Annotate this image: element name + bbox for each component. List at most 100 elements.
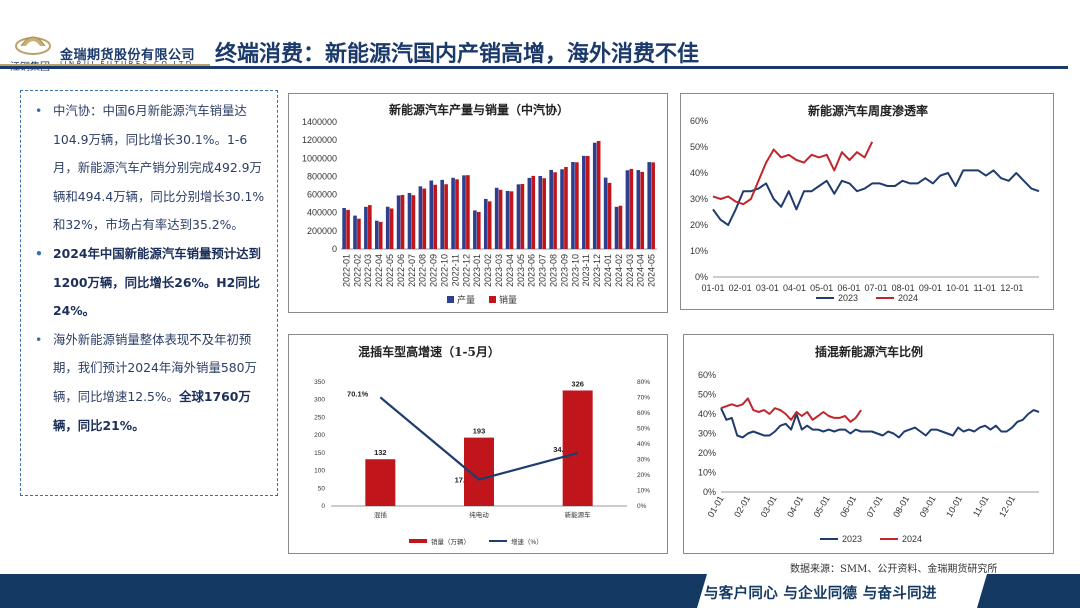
page-title: 终端消费：新能源汽国内产销高增，海外消费不佳 [215, 42, 700, 67]
bar-production [396, 195, 401, 249]
y-tick-label: 50% [698, 390, 716, 400]
x-tick-label: 新能源车 [565, 510, 592, 519]
x-tick-label: 2022-10 [440, 254, 450, 287]
y-tick-label: 200 [314, 432, 325, 439]
chart-title: 混插车型高增速（1-5月） [358, 344, 500, 359]
bullet-item: 海外新能源销量整体表现不及年初预期，我们预计2024年海外销量580万辆，同比增… [31, 326, 269, 440]
legend-swatch [447, 296, 454, 303]
bar-sales [509, 191, 514, 249]
bar-production [592, 142, 597, 249]
bar-data-label: 326 [571, 380, 584, 389]
bar-production [462, 175, 466, 249]
header: 江铜集团 金瑞期货股份有限公司 JINRUI FUTURES CO.LTD 终端… [0, 0, 1080, 73]
bullet-item: 中汽协：中国6月新能源汽车销量达104.9万辆，同比增长30.1%。1-6月，新… [31, 97, 269, 240]
legend-label: 2024 [898, 293, 918, 303]
chart-title: 新能源汽车产量与销量（中汽协） [389, 102, 569, 117]
x-tick-label: 2022-05 [385, 254, 395, 287]
legend-label: 销量 [499, 294, 517, 305]
y-tick-label: 600000 [307, 190, 337, 200]
bar-production [451, 177, 455, 249]
x-tick-label: 01-01 [701, 283, 724, 293]
y-tick-label: 400000 [307, 208, 337, 218]
series-line-2024 [720, 397, 862, 423]
bar-sales [498, 189, 503, 249]
legend-label: 2023 [842, 534, 862, 544]
x-tick-label: 2024-01 [603, 254, 613, 287]
bar-sales [618, 205, 623, 249]
x-tick-label: 09-01 [918, 494, 938, 519]
y2-tick-label: 80% [637, 379, 650, 386]
chart-phev-ratio: 插混新能源汽车比例 0% 10% 20% 30% 40% 50% 60% 01-01 02-01 0… [698, 344, 1040, 544]
x-tick-label: 10-01 [944, 494, 964, 519]
bar-sales [476, 211, 481, 249]
bar-sales [466, 175, 470, 249]
bar-sales [433, 184, 438, 249]
series-line-2023 [712, 169, 1040, 226]
x-tick-label: 2023-09 [559, 254, 569, 287]
bar-sales [444, 184, 448, 249]
x-tick-label: 2024-05 [647, 254, 657, 287]
bar-production [353, 215, 357, 249]
bar-sales [365, 459, 396, 506]
legend-swatch [489, 296, 496, 303]
y-tick-label: 0% [703, 487, 716, 497]
bar-data-label: 132 [374, 448, 387, 457]
x-tick-label: 03-01 [759, 494, 779, 519]
x-tick-label: 04-01 [783, 283, 806, 293]
x-tick-label: 2022-12 [461, 254, 471, 287]
x-tick-label: 2022-06 [396, 254, 406, 287]
x-tick-label: 03-01 [756, 283, 779, 293]
y-tick-label: 60% [690, 116, 708, 126]
y2-tick-label: 0% [637, 503, 647, 510]
y-tick-label: 1200000 [302, 135, 337, 145]
line-data-label: 34. [553, 445, 563, 454]
bar-sales [575, 162, 579, 249]
bar-sales [422, 188, 427, 249]
bar-sales [651, 162, 655, 249]
x-tick-label: 2022-04 [374, 254, 384, 287]
x-tick-label: 11-01 [973, 283, 995, 293]
x-tick-label: 09-01 [919, 283, 942, 293]
y-tick-label: 1400000 [302, 117, 337, 127]
chart-weekly-penetration: 新能源汽车周度渗透率 0% 10% 20% 30% 40% 50% 60% 01-01 02-01… [690, 103, 1040, 303]
chart-panel-weekly-penetration: 新能源汽车周度渗透率 0% 10% 20% 30% 40% 50% 60% 01-01 02-01… [680, 93, 1054, 310]
x-tick-label: 2024-03 [625, 254, 635, 287]
chart-production-sales: 新能源汽车产量与销量（中汽协） 0 200000 400000 600000 800000… [302, 102, 657, 305]
bar-sales [368, 205, 372, 249]
x-tick-label: 06-01 [838, 494, 858, 519]
bar-sales [487, 201, 492, 249]
bar-sales [455, 179, 459, 249]
y2-tick-label: 60% [637, 410, 650, 417]
x-tick-label: 06-01 [837, 283, 860, 293]
y-tick-label: 0% [695, 272, 708, 282]
bar-sales [629, 168, 634, 249]
x-tick-label: 2023-08 [548, 254, 558, 287]
legend-label: 销量（万辆） [431, 537, 470, 546]
bar-sales [411, 195, 416, 249]
x-tick-label: 2024-04 [636, 254, 646, 287]
bar-production [429, 180, 434, 249]
x-tick-label: 2023-01 [472, 254, 482, 287]
bar-sales [389, 208, 394, 249]
title-divider [0, 66, 1068, 69]
x-tick-label: 2022-09 [429, 254, 439, 287]
legend-label: 2024 [902, 534, 922, 544]
legend-label: 增速（%） [511, 537, 543, 546]
bar-production [582, 155, 586, 249]
x-tick-label: 10-01 [946, 283, 969, 293]
x-tick-label: 2022-11 [450, 254, 460, 286]
y-tick-label: 150 [314, 450, 325, 457]
y-tick-label: 200000 [307, 226, 337, 236]
x-tick-label: 12-01 [997, 494, 1017, 519]
footer-slogan-box [697, 574, 987, 608]
series-line-growth [379, 396, 578, 481]
bar-production [505, 190, 510, 249]
x-tick-label: 07-01 [865, 494, 885, 519]
x-tick-label: 02-01 [729, 283, 752, 293]
bullet-text: 海外新能源销量整体表现不及年初预期，我们预计2024年海外销量580万辆，同比增… [53, 331, 257, 404]
bullet-text-bold: 全球1760万辆，同比21%。 [53, 388, 251, 433]
bar-production [374, 220, 379, 249]
x-tick-label: 2022-08 [418, 254, 428, 287]
bar-production [527, 177, 532, 249]
chart-panel-production-sales: 新能源汽车产量与销量（中汽协） 0 200000 400000 600000 800000… [288, 93, 668, 313]
